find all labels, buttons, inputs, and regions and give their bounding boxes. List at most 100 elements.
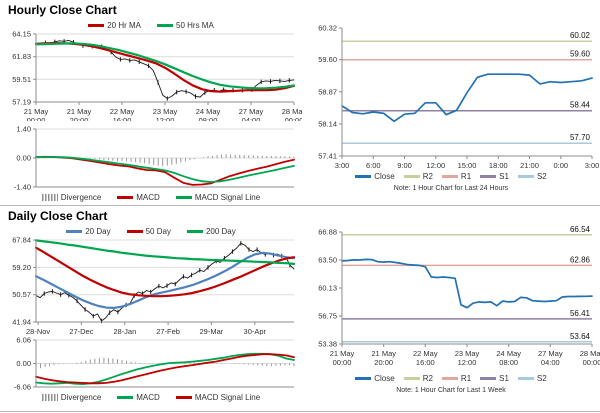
- svg-text:28-Nov: 28-Nov: [26, 327, 50, 335]
- svg-text:59.20: 59.20: [12, 263, 31, 272]
- svg-text:59.60: 59.60: [318, 55, 337, 64]
- svg-text:16:00: 16:00: [113, 116, 132, 121]
- svg-text:28 May: 28 May: [580, 349, 600, 358]
- line-marker-icon: [186, 229, 203, 233]
- svg-text:57.41: 57.41: [318, 152, 337, 161]
- svg-text:57.19: 57.19: [12, 98, 31, 107]
- svg-text:62.86: 62.86: [570, 255, 591, 264]
- svg-text:61.83: 61.83: [12, 52, 31, 61]
- daily-chart-title: Daily Close Chart: [8, 209, 108, 223]
- svg-text:56.41: 56.41: [570, 309, 591, 318]
- svg-text:08:00: 08:00: [499, 358, 518, 367]
- svg-text:66.88: 66.88: [318, 228, 337, 237]
- line-marker-icon: [480, 376, 497, 380]
- svg-text:53.38: 53.38: [318, 340, 337, 349]
- svg-text:59.51: 59.51: [12, 75, 31, 84]
- legend-item-20-hr-ma: 20 Hr MA: [88, 21, 141, 30]
- svg-text:16:00: 16:00: [416, 358, 435, 367]
- svg-text:23 May: 23 May: [455, 349, 480, 358]
- hourly-sr-panel: 60.32 59.60 58.87 58.14 57.41 3:00 6:00 9:00 12:…: [302, 0, 600, 205]
- legend-label: MACD: [136, 192, 160, 202]
- line-marker-icon: [175, 395, 192, 399]
- svg-text:27-Feb: 27-Feb: [156, 327, 180, 335]
- svg-text:15:00: 15:00: [458, 161, 477, 170]
- svg-text:18:00: 18:00: [489, 161, 508, 170]
- svg-text:08:00: 08:00: [199, 116, 218, 121]
- svg-text:29-Mar: 29-Mar: [200, 327, 224, 335]
- svg-text:67.84: 67.84: [12, 237, 31, 245]
- legend-label: 50 Day: [145, 226, 171, 236]
- svg-text:20:00: 20:00: [374, 358, 393, 367]
- svg-text:58.14: 58.14: [318, 119, 337, 128]
- weekly-sr-note: Note: 1 Hour Chart for Last 1 Week: [396, 387, 506, 394]
- line-marker-icon: [117, 195, 134, 199]
- legend-item-s2: S2: [517, 172, 547, 181]
- legend-label: R2: [422, 373, 433, 383]
- svg-text:63.50: 63.50: [318, 256, 337, 265]
- legend-item-s1: S1: [480, 374, 509, 383]
- svg-text:28-Jan: 28-Jan: [113, 327, 136, 335]
- svg-text:20:00: 20:00: [70, 116, 89, 121]
- svg-text:12:00: 12:00: [458, 358, 477, 367]
- svg-text:27 May: 27 May: [239, 107, 264, 116]
- legend-label: 20 Day: [85, 226, 111, 236]
- legend-item-divergence: Divergence: [41, 392, 102, 402]
- hourly-macd-chart: 1.40 0.00 -1.40: [14, 125, 295, 192]
- svg-text:66.54: 66.54: [570, 226, 591, 234]
- svg-text:60.02: 60.02: [570, 31, 591, 40]
- line-marker-icon: [66, 229, 83, 233]
- legend-label: MACD Signal Line: [194, 192, 261, 202]
- weekly-sr-legend: Close R2 R1 S1 S2: [302, 372, 600, 384]
- svg-text:60.13: 60.13: [318, 284, 337, 293]
- legend-item-200-day: 200 Day: [186, 226, 236, 236]
- legend-label: S2: [536, 373, 547, 383]
- line-marker-icon: [175, 195, 192, 199]
- line-marker-icon: [355, 376, 372, 380]
- legend-label: Close: [374, 373, 395, 383]
- svg-text:27 May: 27 May: [538, 349, 563, 358]
- legend-item-macd-signal-line: MACD Signal Line: [175, 392, 261, 402]
- legend-item-macd: MACD: [117, 193, 160, 202]
- svg-text:3:00: 3:00: [585, 161, 600, 170]
- legend-label: R1: [460, 171, 472, 181]
- hourly-close-panel: Hourly Close Chart 20 Hr MA 50 Hrs MA 64.…: [0, 0, 302, 205]
- line-marker-icon: [117, 395, 134, 399]
- svg-text:22 May: 22 May: [110, 107, 135, 116]
- legend-label: R1: [460, 373, 472, 383]
- legend-label: 200 Day: [205, 226, 236, 236]
- daily-ma-legend: 20 Day 50 Day 200 Day: [0, 225, 302, 237]
- svg-text:27-Dec: 27-Dec: [69, 327, 93, 335]
- line-marker-icon: [403, 174, 420, 178]
- svg-text:22 May: 22 May: [413, 349, 438, 358]
- svg-text:58.44: 58.44: [570, 101, 591, 110]
- svg-text:28 May: 28 May: [282, 107, 302, 116]
- svg-text:00:00: 00:00: [285, 116, 302, 121]
- legend-label: MACD Signal Line: [194, 392, 261, 402]
- svg-text:12:00: 12:00: [426, 161, 445, 170]
- svg-text:53.64: 53.64: [570, 332, 591, 341]
- line-marker-icon: [355, 174, 372, 178]
- line-marker-icon: [157, 23, 173, 27]
- legend-label: Divergence: [60, 392, 102, 402]
- legend-label: S1: [499, 171, 509, 181]
- svg-text:-1.40: -1.40: [14, 183, 31, 192]
- legend-label: 50 Hrs MA: [176, 20, 214, 30]
- legend-label: R2: [422, 171, 433, 181]
- legend-item-s1: S1: [480, 172, 509, 181]
- line-marker-icon: [517, 376, 534, 380]
- hourly-sr-note: Note: 1 Hour Chart for Last 24 Hours: [393, 185, 509, 192]
- svg-text:04:00: 04:00: [541, 358, 560, 367]
- svg-text:3:00: 3:00: [335, 161, 350, 170]
- bottom-section: Daily Close Chart 20 Day 50 Day 200 Day 67…: [0, 206, 600, 412]
- svg-text:24 May: 24 May: [196, 107, 221, 116]
- legend-item-divergence: Divergence: [41, 193, 101, 202]
- svg-text:64.15: 64.15: [12, 31, 31, 39]
- legend-item-r2: R2: [403, 171, 433, 181]
- legend-item-close: Close: [355, 172, 395, 181]
- svg-text:00:00: 00:00: [333, 358, 352, 367]
- legend-item-r2: R2: [403, 373, 433, 383]
